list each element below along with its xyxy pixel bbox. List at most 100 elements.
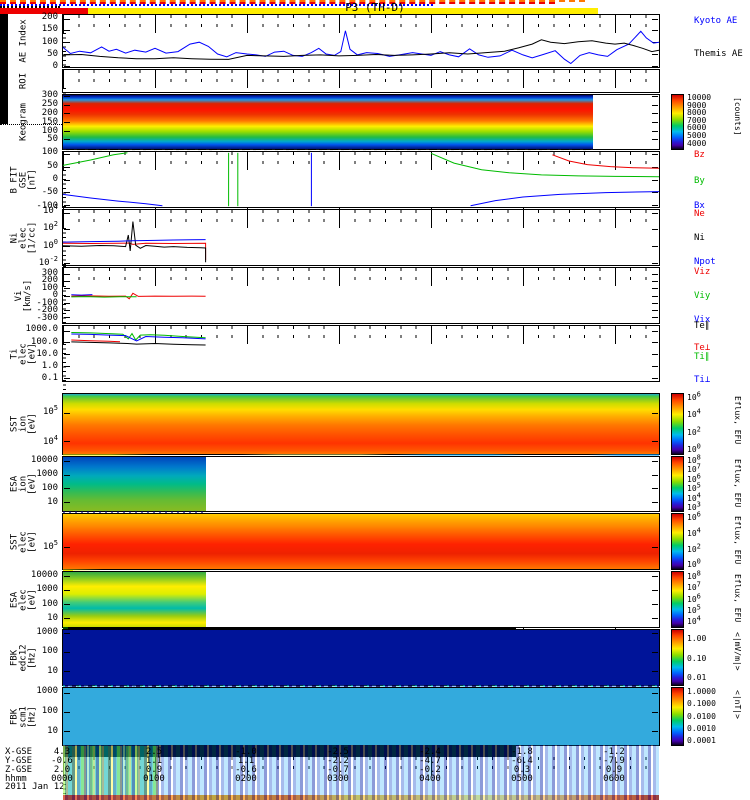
panel-fbk_scm1 — [62, 687, 660, 800]
colorbar-keogram-unit: [counts] — [733, 97, 742, 136]
xaxis-value: 0200 — [235, 774, 257, 784]
roi-xticks-major — [63, 73, 659, 79]
colorbar-keogram-tick: 8000 — [687, 108, 707, 118]
vi-series-svg — [71, 292, 206, 300]
bfit-ytick-mark — [652, 153, 658, 155]
esa_elec-ytick-mark — [64, 590, 70, 592]
colorbar-esa_elec-tick: 105 — [687, 603, 701, 615]
panel-bfit — [62, 151, 660, 225]
colorbar-esa_ion-tick: 105 — [687, 481, 701, 493]
vi-ytick-mark — [652, 288, 658, 290]
panel-esa_elec — [62, 571, 660, 800]
esa_elec-ytick-label: 10000 — [30, 570, 58, 581]
fbk_edc12-ytick-label: 100 — [41, 646, 58, 657]
colorbar-sst_elec-tick: 106 — [687, 509, 701, 522]
ae-ytick-mark — [64, 42, 70, 44]
ae-xticks-major — [63, 18, 659, 24]
fbk_scm1-ytick-mark — [652, 711, 658, 713]
series-viz — [71, 292, 206, 300]
sst_ion-ytick-label: 105 — [42, 404, 58, 418]
colorbar-esa_ion-tick: 107 — [687, 462, 701, 474]
esa_ion-ytick-label: 10 — [47, 497, 58, 507]
bfit-ytick-mark — [64, 192, 70, 194]
xaxis-value: -0.6 — [235, 765, 257, 775]
ti-ytick-mark — [64, 354, 70, 356]
esa_elec-xticks-major — [63, 760, 659, 766]
legend-npot: Npot — [694, 257, 716, 267]
keogram-ytick-mark — [64, 130, 70, 132]
ae-ytick-mark — [652, 65, 658, 67]
bfit-xticks-major — [63, 155, 659, 161]
ti-ylabel: Ti elec [eV] — [9, 342, 38, 365]
vi-ytick-mark — [64, 317, 70, 319]
legend-themis-ae: Themis AE — [694, 49, 743, 59]
panel-ti — [62, 325, 660, 399]
colorbar-fbk_scm1-tick: 0.0100 — [687, 711, 716, 721]
esa_elec-ylabel: ESA elec [eV] — [9, 588, 38, 611]
vi-ytick-mark — [652, 281, 658, 282]
colorbar-sst_ion-tick: 104 — [687, 407, 701, 420]
ni-ytick-mark — [64, 229, 70, 231]
vi-ytick-mark — [652, 310, 658, 311]
vi-ytick-mark — [64, 302, 70, 304]
ti-xticks-major — [63, 338, 659, 344]
ni-ytick-mark — [652, 245, 658, 247]
vi-ytick-label: 200 — [41, 275, 58, 285]
colorbar-esa_ion — [671, 456, 684, 512]
colorbar-keogram-tick: 5000 — [687, 131, 707, 140]
colorbar-keogram-tick: 4000 — [687, 138, 707, 148]
series-ni — [62, 221, 207, 263]
colorbar-esa_ion-tick: 103 — [687, 499, 701, 512]
ae-xticks-minor — [63, 24, 659, 27]
bfit-ytick-label: -100 — [36, 200, 58, 211]
colorbar-keogram — [671, 94, 684, 150]
xaxis-row-label-z-gse: Z-GSE — [5, 765, 33, 775]
sst_elec-ytick-mark — [64, 547, 70, 548]
bfit-ytick-label: 50 — [47, 160, 58, 171]
keogram-ytick-label: 50 — [47, 134, 58, 145]
panel-keogram — [62, 94, 660, 275]
esa_elec-xticks-minor — [63, 757, 659, 760]
date-label: 2011 Jan 12 — [5, 782, 65, 792]
legend-ti-: Ti⊥ — [694, 375, 711, 386]
fbk_edc12-spectrogram-layer — [63, 795, 659, 800]
esa_elec-ytick-label: 10 — [47, 612, 58, 623]
colorbar-sst_ion-unit: Eflux, EFU — [733, 396, 742, 445]
vi-saturation-bar — [0, 14, 8, 69]
keogram-ytick-mark — [652, 113, 658, 115]
bfit-yticks-minor — [63, 170, 66, 225]
ni-ytick-mark — [652, 212, 658, 214]
xaxis-value: -7.9 — [603, 756, 625, 766]
series-bx — [470, 191, 660, 207]
esa_elec-ytick-mark — [652, 617, 658, 619]
keogram-ytick-mark — [652, 130, 658, 132]
legend-te-: Te∥ — [694, 321, 710, 332]
ti-ytick-mark — [64, 365, 70, 367]
esa_ion-ytick-mark — [64, 488, 70, 490]
fbk_scm1-ytick-mark — [652, 731, 658, 733]
ti-xticks-minor — [63, 335, 659, 338]
esa_elec-ytick-label: 100 — [41, 598, 58, 609]
panel-sst_ion — [62, 393, 660, 542]
fbk_scm1-ytick-label: 1000 — [36, 686, 58, 697]
colorbar-keogram-tick: 9000 — [687, 100, 707, 110]
keogram-ytick-mark — [652, 96, 658, 98]
esa_elec-ytick-mark — [64, 603, 70, 605]
fbk_edc12-spectrogram-layer — [63, 740, 158, 795]
ni-ytick-label: 10-2 — [38, 254, 58, 268]
ae-ytick-mark — [652, 30, 658, 32]
series-by — [62, 152, 128, 166]
ni-ylabel: Ni elec [1/cc] — [9, 221, 38, 254]
keogram-ytick-mark — [652, 139, 658, 141]
xaxis-row-label-x-gse: X-GSE — [5, 747, 33, 757]
bfit-ytick-mark — [652, 166, 658, 168]
colorbar-fbk_scm1-tick: 1.0000 — [687, 686, 716, 696]
xaxis-value: 4.3 — [53, 747, 71, 757]
roi-line-red — [0, 2, 555, 4]
fbk_scm1-ytick-label: 100 — [41, 706, 58, 717]
xaxis-value: 0100 — [143, 774, 165, 784]
keogram-ylabel: Keogram — [18, 103, 29, 141]
bfit-ylabel: B FIT GSE [nT] — [9, 165, 38, 194]
ti-ytick-mark — [64, 377, 70, 379]
